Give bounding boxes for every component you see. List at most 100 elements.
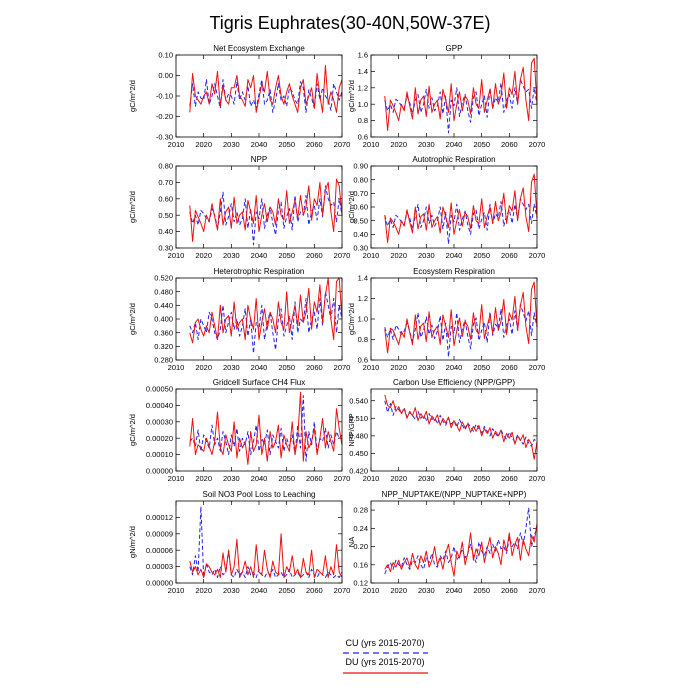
plot-frame <box>370 54 538 138</box>
plot-frame <box>175 500 343 584</box>
y-tick-label: 0.00006 <box>146 546 173 555</box>
y-tick-label: 0.00 <box>158 71 173 80</box>
series-line-cu <box>384 79 538 134</box>
x-tick-label: 2070 <box>529 140 546 149</box>
series-line-cu <box>384 198 538 245</box>
y-tick-label: 0.520 <box>154 274 173 283</box>
panel-1: Net Ecosystem Exchange gC/m^2/d -0.30 -0.20… <box>128 44 350 149</box>
x-tick-label: 2040 <box>251 363 268 372</box>
y-tick-label: 0.20 <box>353 542 368 551</box>
y-tick-label: 0.70 <box>353 189 368 198</box>
y-tick-label: 0.60 <box>353 203 368 212</box>
series-line-cu <box>384 507 538 575</box>
x-tick-label: 2060 <box>306 251 323 260</box>
panel-title: Heterotrophic Respiration <box>214 267 305 276</box>
x-tick-label: 2050 <box>473 140 490 149</box>
y-tick-label: 0.70 <box>158 178 173 187</box>
x-tick-label: 2060 <box>306 586 323 595</box>
series-line-cu <box>189 79 343 113</box>
x-tick-label: 2040 <box>251 586 268 595</box>
y-tick-label: 1.4 <box>358 274 368 283</box>
legend-cu-label: CU (yrs 2015-2070) <box>345 638 424 648</box>
series-line-cu <box>189 291 343 354</box>
plot-frame <box>175 54 343 138</box>
series-line-du <box>189 533 343 578</box>
y-tick-label: 0.50 <box>353 216 368 225</box>
y-tick-label: 0.320 <box>154 342 173 351</box>
y-tick-label: -0.10 <box>156 92 173 101</box>
y-tick-label: 0.6 <box>358 356 368 365</box>
series-line-du <box>384 281 538 354</box>
panel-3: NPP gC/m^2/d 0.30 0.40 0.50 0.60 0.70 0.80 2010 2… <box>128 155 350 260</box>
x-tick-label: 2050 <box>278 474 295 483</box>
x-tick-label: 2050 <box>278 251 295 260</box>
series-line-du <box>384 523 538 577</box>
x-tick-label: 2010 <box>168 251 185 260</box>
y-tick-label: 0.40 <box>353 230 368 239</box>
x-tick-label: 2070 <box>334 363 351 372</box>
panels: Net Ecosystem Exchange gC/m^2/d -0.30 -0.20… <box>128 44 545 595</box>
y-tick-label: 1.2 <box>358 83 368 92</box>
x-tick-label: 2040 <box>446 363 463 372</box>
x-tick-label: 2070 <box>334 251 351 260</box>
x-tick-label: 2010 <box>168 586 185 595</box>
x-tick-label: 2010 <box>363 474 380 483</box>
y-tick-label: 0.80 <box>353 175 368 184</box>
x-tick-label: 2050 <box>278 140 295 149</box>
y-tick-label: 0.90 <box>353 162 368 171</box>
x-tick-label: 2070 <box>529 363 546 372</box>
x-tick-label: 2040 <box>251 474 268 483</box>
x-tick-label: 2060 <box>306 140 323 149</box>
y-tick-label: -0.30 <box>156 133 173 142</box>
series-line-cu <box>189 185 343 246</box>
x-tick-label: 2020 <box>195 363 212 372</box>
x-tick-label: 2040 <box>446 586 463 595</box>
x-tick-label: 2020 <box>195 140 212 149</box>
y-tick-label: 0.480 <box>349 431 368 440</box>
y-axis-label: gC/m^2/d <box>347 80 356 112</box>
y-tick-label: 0.50 <box>158 211 173 220</box>
y-tick-label: 0.80 <box>158 162 173 171</box>
panel-title: Carbon Use Efficiency (NPP/GPP) <box>393 378 515 387</box>
panel-title: Net Ecosystem Exchange <box>213 44 305 53</box>
y-axis-label: gC/m^2/d <box>128 414 137 446</box>
x-tick-label: 2070 <box>334 140 351 149</box>
x-tick-label: 2050 <box>278 363 295 372</box>
x-tick-label: 2030 <box>223 586 240 595</box>
panel-7: Gridcell Surface CH4 Flux gC/m^2/d 0.00000… <box>128 378 350 483</box>
y-tick-label: 1.0 <box>358 315 368 324</box>
series-line-cu <box>189 506 343 578</box>
y-tick-label: 0.30 <box>353 244 368 253</box>
y-tick-label: 1.2 <box>358 294 368 303</box>
series-line-du <box>189 391 343 465</box>
x-tick-label: 2030 <box>418 363 435 372</box>
y-tick-label: 0.8 <box>358 335 368 344</box>
y-axis-label: gC/m^2/d <box>128 303 137 335</box>
plot-frame <box>370 500 538 584</box>
x-tick-label: 2040 <box>446 140 463 149</box>
x-tick-label: 2050 <box>473 251 490 260</box>
y-tick-label: 0.40 <box>158 227 173 236</box>
plot-frame <box>370 388 538 472</box>
x-tick-label: 2040 <box>446 474 463 483</box>
x-tick-label: 2040 <box>446 251 463 260</box>
series-line-du <box>189 277 343 344</box>
y-tick-label: 0.510 <box>349 414 368 423</box>
y-tick-label: 0.10 <box>158 51 173 60</box>
y-tick-label: 0.16 <box>353 560 368 569</box>
y-tick-label: 1.0 <box>358 100 368 109</box>
panel-title: Autotrophic Respiration <box>412 155 495 164</box>
panel-2: GPP gC/m^2/d 0.6 0.8 1.0 1.2 1.4 1.6 2010 2020 203… <box>347 44 545 149</box>
series-line-cu <box>384 304 538 358</box>
y-tick-label: 0.480 <box>154 287 173 296</box>
y-tick-label: 0.12 <box>353 579 368 588</box>
y-tick-label: 0.00020 <box>146 434 173 443</box>
panel-title: Soil NO3 Pool Loss to Leaching <box>203 490 316 499</box>
x-tick-label: 2050 <box>473 586 490 595</box>
x-tick-label: 2030 <box>223 363 240 372</box>
x-tick-label: 2070 <box>529 586 546 595</box>
x-tick-label: 2050 <box>473 363 490 372</box>
x-tick-label: 2010 <box>168 140 185 149</box>
x-tick-label: 2010 <box>363 363 380 372</box>
x-tick-label: 2020 <box>195 251 212 260</box>
